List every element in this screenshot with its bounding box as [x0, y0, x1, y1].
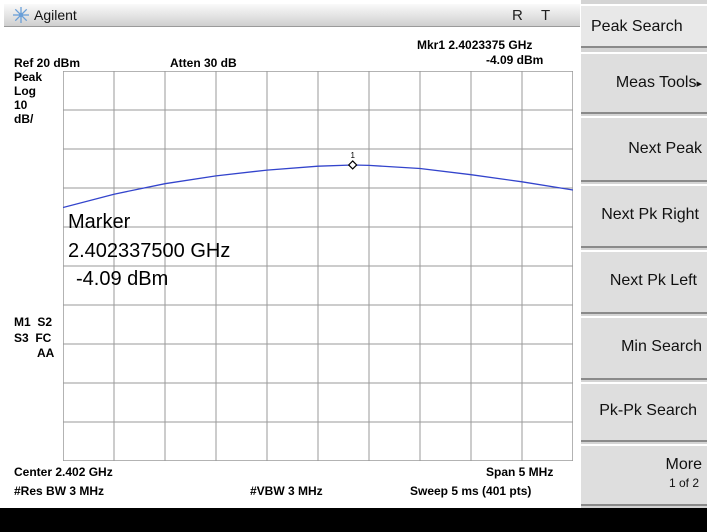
res-bw-label: #Res BW 3 MHz — [14, 484, 105, 498]
center-frequency-label: Center 2.402 GHz — [14, 465, 113, 479]
trigger-indicator: T — [541, 7, 551, 24]
s3fc-label: S3 FC — [14, 331, 52, 345]
brand-label: Agilent — [34, 7, 77, 23]
attenuation-label: Atten 30 dB — [170, 56, 237, 70]
min-search-label: Min Search — [621, 338, 702, 355]
scale-type-label: Log — [14, 84, 36, 98]
trace-line — [63, 164, 573, 209]
min-search-button[interactable]: Min Search — [581, 316, 707, 380]
more-label: More — [665, 456, 702, 473]
trace-graticule: 1 — [63, 71, 573, 461]
pk-pk-search-button[interactable]: Pk-Pk Search — [581, 382, 707, 442]
scale-value-label: 10 — [14, 98, 28, 112]
m1s2-label: M1 S2 — [14, 315, 53, 329]
span-label: Span 5 MHz — [486, 465, 554, 479]
remote-indicator: R — [512, 7, 523, 24]
more-button[interactable]: More 1 of 2 — [581, 444, 707, 506]
marker-number-label: 1 — [350, 151, 355, 160]
marker-readout: Mkr1 2.4023375 GHz — [417, 38, 533, 52]
aa-label: AA — [37, 346, 55, 360]
next-pk-right-button[interactable]: Next Pk Right — [581, 184, 707, 248]
more-page-label: 1 of 2 — [668, 476, 699, 490]
next-pk-left-button[interactable]: Next Pk Left — [581, 250, 707, 314]
sweep-label: Sweep 5 ms (401 pts) — [410, 484, 532, 498]
marker-frequency: 2.402337500 GHz — [68, 240, 231, 262]
agilent-logo-icon — [13, 7, 29, 23]
bottom-status-bar — [0, 508, 707, 532]
detector-label: Peak — [14, 70, 43, 84]
vbw-label: #VBW 3 MHz — [250, 484, 323, 498]
submenu-arrow-icon: ▸ — [696, 78, 702, 90]
marker-level: -4.09 dBm — [76, 268, 169, 290]
meas-tools-label: Meas Tools▸ — [615, 74, 702, 91]
marker-level-readout: -4.09 dBm — [486, 53, 544, 67]
next-pk-right-label: Next Pk Right — [601, 206, 699, 223]
marker-diamond-icon — [347, 160, 358, 170]
meas-tools-button[interactable]: Meas Tools▸ — [581, 52, 707, 114]
next-pk-left-label: Next Pk Left — [609, 272, 697, 289]
marker-title: Marker — [68, 211, 131, 233]
pk-pk-search-label: Pk-Pk Search — [599, 402, 697, 419]
menu-title-label: Peak Search — [591, 18, 683, 35]
ref-level-label: Ref 20 dBm — [14, 56, 81, 70]
scale-unit-label: dB/ — [14, 112, 34, 126]
softkey-panel: Peak Search Meas Tools▸ Next Peak Next P… — [581, 0, 707, 508]
softkey-menu-title: Peak Search — [581, 4, 707, 48]
next-peak-button[interactable]: Next Peak — [581, 116, 707, 182]
title-bar: Agilent R T — [4, 4, 580, 27]
next-peak-label: Next Peak — [628, 140, 702, 157]
